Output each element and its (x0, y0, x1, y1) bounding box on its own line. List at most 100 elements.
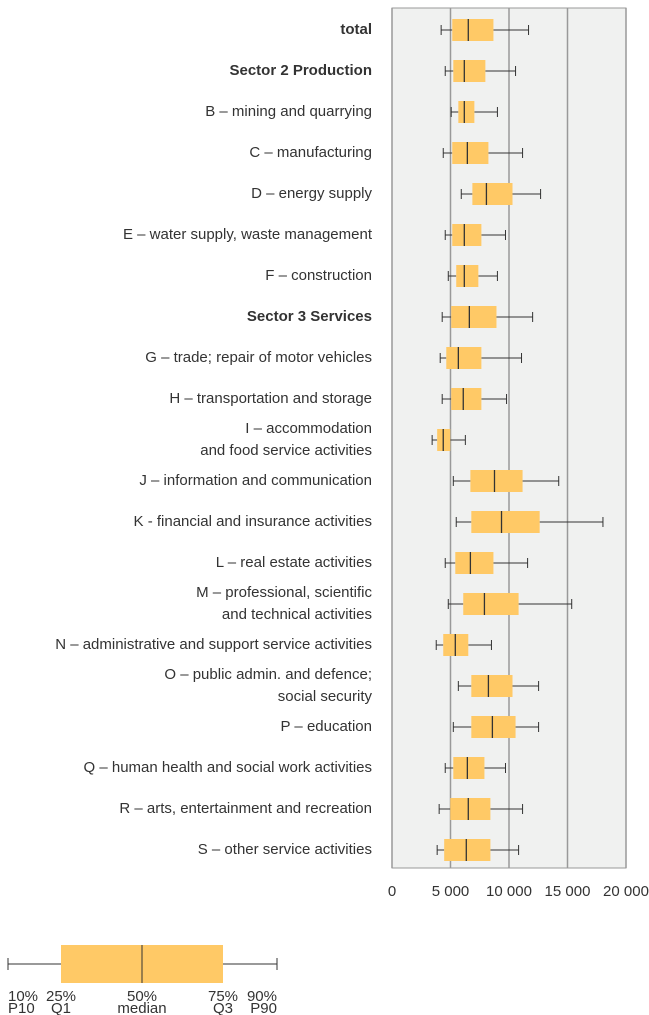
box (451, 306, 497, 328)
whisker-high (518, 599, 573, 609)
whisker-high (515, 722, 540, 732)
legend-percent: 90% (247, 988, 277, 1005)
box (446, 347, 482, 369)
box (453, 757, 485, 779)
whisker-high (488, 148, 524, 158)
category-label: N – administrative and support service a… (55, 636, 372, 653)
category-label: I – accommodation (245, 420, 372, 437)
whisker-low (435, 640, 444, 650)
whisker-high (468, 640, 492, 650)
whisker-low (442, 148, 453, 158)
x-tick-label: 15 000 (545, 883, 591, 900)
whisker-low (455, 517, 472, 527)
box (452, 142, 489, 164)
x-tick-label: 0 (388, 883, 396, 900)
box (451, 388, 482, 410)
box (453, 60, 486, 82)
category-label: Sector 3 Services (247, 308, 372, 325)
category-label: F – construction (265, 267, 372, 284)
legend-stat: P90 (250, 1000, 277, 1015)
whisker-low (441, 312, 452, 322)
whisker-high (485, 66, 517, 76)
whisker-high (539, 517, 604, 527)
category-label: K - financial and insurance activities (134, 513, 372, 530)
category-label: and technical activities (222, 606, 372, 623)
category-label: D – energy supply (251, 185, 372, 202)
legend (7, 945, 278, 983)
category-label: Q – human health and social work activit… (84, 759, 372, 776)
x-tick-label: 10 000 (486, 883, 532, 900)
whisker-low (440, 25, 453, 35)
category-label: L – real estate activities (216, 554, 372, 571)
whisker-high (493, 25, 530, 35)
whisker-high (481, 353, 523, 363)
category-label: C – manufacturing (249, 144, 372, 161)
whisker-low (460, 189, 473, 199)
whisker-high (512, 189, 542, 199)
whisker-high (450, 435, 466, 445)
category-label: and food service activities (200, 442, 372, 459)
box (456, 265, 479, 287)
whisker-low (447, 599, 464, 609)
whisker-low (452, 476, 471, 486)
category-label: social security (278, 688, 373, 705)
whisker-high (474, 107, 498, 117)
whisker-high (522, 476, 560, 486)
box (458, 101, 475, 123)
x-tick-label: 20 000 (603, 883, 649, 900)
box (452, 224, 482, 246)
whisker-low (457, 681, 472, 691)
whisker-low (444, 763, 454, 773)
whisker-high (496, 312, 534, 322)
whisker-low (450, 107, 459, 117)
whisker-low (431, 435, 438, 445)
whisker-low (444, 230, 453, 240)
box (455, 552, 494, 574)
box (444, 839, 491, 861)
box (471, 511, 540, 533)
x-tick-label: 5 000 (432, 883, 470, 900)
whisker-high (478, 271, 498, 281)
legend-percent: 25% (46, 988, 76, 1005)
box (471, 675, 513, 697)
whisker-low (444, 66, 454, 76)
whisker-low (452, 722, 472, 732)
whisker-low (447, 271, 457, 281)
legend-percent: 10% (8, 988, 38, 1005)
box (450, 798, 491, 820)
category-label: H – transportation and storage (169, 390, 372, 407)
legend-stat: P10 (8, 1000, 35, 1015)
category-label: G – trade; repair of motor vehicles (145, 349, 372, 366)
whisker-low (444, 558, 456, 568)
whisker-high (490, 845, 520, 855)
legend-stat: Q3 (213, 1000, 233, 1015)
box (471, 716, 516, 738)
category-label: J – information and communication (139, 472, 372, 489)
whisker-high (481, 394, 508, 404)
whisker-high (512, 681, 540, 691)
legend-percent: 75% (208, 988, 238, 1005)
box (470, 470, 523, 492)
category-label: Sector 2 Production (229, 62, 372, 79)
whisker-low (441, 394, 452, 404)
whisker-low (439, 353, 447, 363)
whisker-high (481, 230, 506, 240)
category-label: P – education (281, 718, 372, 735)
legend-percent: 50% (127, 988, 157, 1005)
whisker-low (436, 845, 445, 855)
category-label: B – mining and quarrying (205, 103, 372, 120)
whisker-low (438, 804, 451, 814)
category-label: total (340, 21, 372, 38)
category-label: R – arts, entertainment and recreation (119, 800, 372, 817)
whisker-high (493, 558, 529, 568)
legend-stat: Q1 (51, 1000, 71, 1015)
category-label: S – other service activities (198, 841, 372, 858)
category-label: M – professional, scientific (196, 584, 372, 601)
box (452, 19, 494, 41)
whisker-high (490, 804, 524, 814)
box (472, 183, 513, 205)
whisker-high (484, 763, 506, 773)
category-label: E – water supply, waste management (123, 226, 373, 243)
legend-stat: median (117, 1000, 166, 1015)
